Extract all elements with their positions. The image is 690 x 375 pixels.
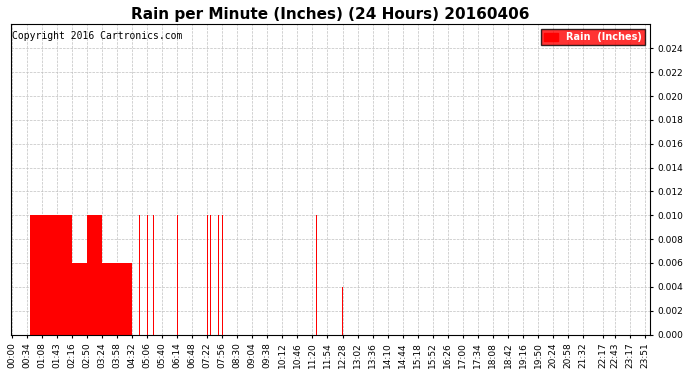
Text: Copyright 2016 Cartronics.com: Copyright 2016 Cartronics.com [12, 31, 182, 41]
Title: Rain per Minute (Inches) (24 Hours) 20160406: Rain per Minute (Inches) (24 Hours) 2016… [131, 7, 529, 22]
Legend: Rain  (Inches): Rain (Inches) [540, 29, 644, 45]
